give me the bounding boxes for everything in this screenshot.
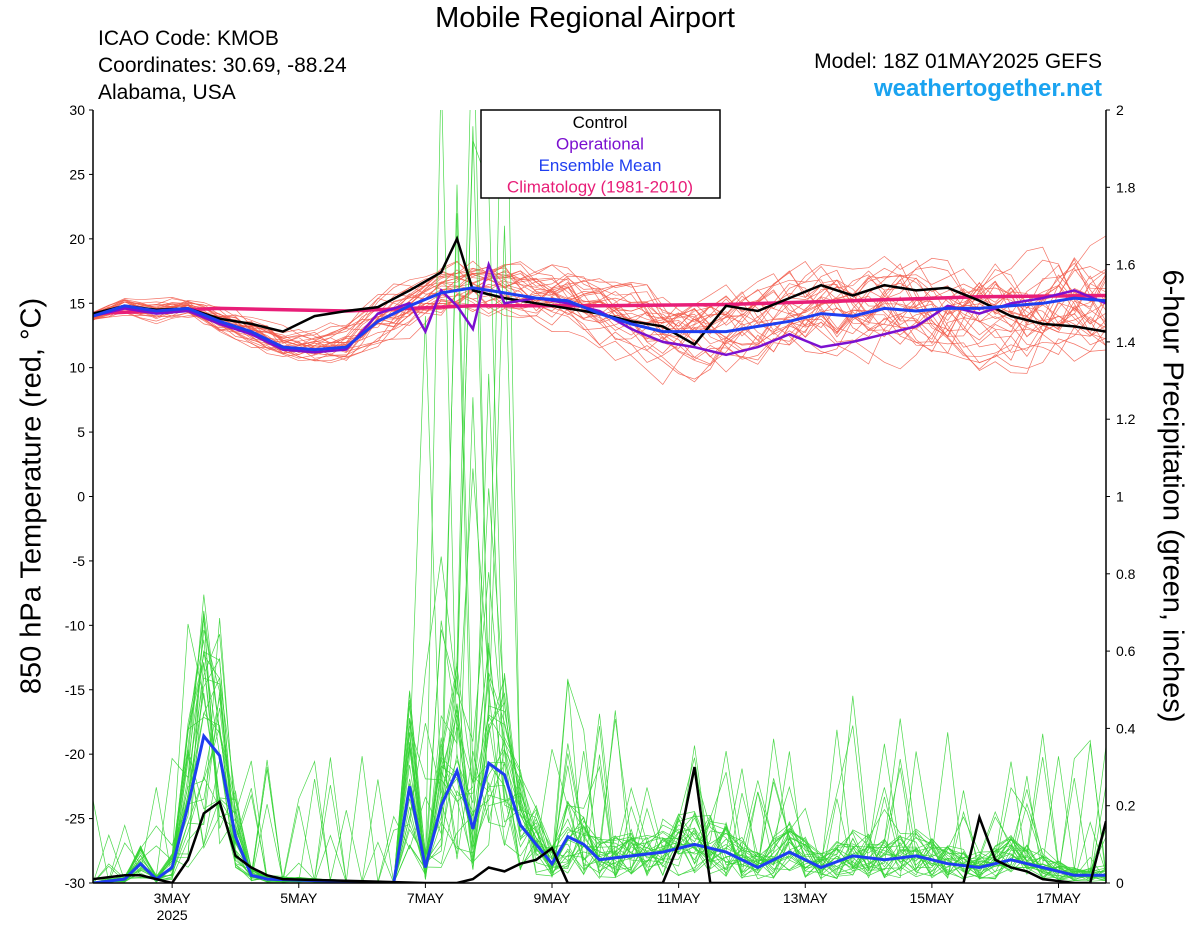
y-tick-label: -20	[65, 746, 85, 762]
y2-tick-label: 0.6	[1116, 643, 1136, 659]
x-tick-label: 7MAY	[407, 890, 445, 906]
site-link[interactable]: weathertogether.net	[873, 75, 1102, 102]
ensemble-precip-member	[93, 673, 1106, 883]
y2-tick-label: 0	[1116, 875, 1124, 891]
ensemble-precip-member	[93, 110, 1106, 883]
y-tick-label: 5	[77, 424, 85, 440]
y-tick-label: -5	[73, 553, 86, 569]
ensemble-temp-member	[93, 269, 1106, 356]
climatology-temp-line	[93, 293, 1106, 316]
x-tick-label: 9MAY	[533, 890, 571, 906]
ensemble-precip-member	[93, 126, 1106, 883]
legend-entry: Operational	[556, 135, 644, 154]
ensemble-temp-member	[93, 255, 1106, 367]
legend: Control Operational Ensemble Mean Climatolo…	[480, 109, 721, 199]
x-tick-label: 17MAY	[1036, 890, 1082, 906]
y2-tick-label: 0.8	[1116, 566, 1136, 582]
y2-tick-label: 1.4	[1116, 334, 1136, 350]
ensemble-precip-member	[93, 397, 1106, 883]
mean-precip-line	[93, 732, 1106, 883]
x-tick-sublabel: 2025	[157, 907, 188, 923]
ensemble-temp-member	[93, 257, 1106, 362]
legend-box	[480, 109, 721, 199]
mean-temp-line	[93, 286, 1106, 352]
y-tick-label: -30	[65, 875, 85, 891]
x-tick-label: 3MAY	[154, 890, 192, 906]
y2-tick-label: 0.2	[1116, 798, 1136, 814]
y-tick-label: 25	[69, 166, 85, 182]
control-temp-line	[93, 235, 1106, 347]
legend-entry: Climatology (1981-2010)	[507, 178, 693, 197]
icao-code: ICAO Code: KMOB	[98, 27, 279, 50]
series-layer	[93, 235, 1106, 883]
ensemble-precip-member	[93, 140, 1106, 883]
y-tick-label: 0	[77, 489, 85, 505]
y2-axis-label: 6-hour Precipitation (green, inches)	[1156, 269, 1189, 723]
ensemble-precip-member	[93, 714, 1106, 883]
ensemble-precip-member	[93, 620, 1106, 883]
ensemble-precip-member	[93, 373, 1106, 883]
region: Alabama, USA	[98, 81, 236, 104]
axes: 302520151050-5-10-15-20-25-3021.81.61.41…	[65, 102, 1136, 923]
ensemble-precip-member	[93, 316, 1106, 883]
ensemble-temp-member	[93, 259, 1106, 380]
chart-title: Mobile Regional Airport	[435, 2, 735, 34]
ensemble-precip-member	[93, 110, 1106, 883]
ensemble-precip-member	[93, 677, 1106, 883]
model-run: Model: 18Z 01MAY2025 GEFS	[814, 50, 1102, 73]
y-tick-label: -15	[65, 682, 85, 698]
x-tick-label: 15MAY	[909, 890, 955, 906]
x-tick-label: 13MAY	[783, 890, 829, 906]
y2-tick-label: 1	[1116, 489, 1124, 505]
y2-tick-label: 1.8	[1116, 179, 1136, 195]
x-tick-label: 5MAY	[280, 890, 318, 906]
y2-tick-label: 1.6	[1116, 257, 1136, 273]
y-tick-label: -10	[65, 617, 85, 633]
ensemble-precip-member	[93, 488, 1106, 883]
legend-entry: Control	[573, 113, 628, 132]
x-tick-label: 11MAY	[657, 890, 701, 906]
control-precip-line	[93, 766, 1106, 883]
y-tick-label: -25	[65, 811, 85, 827]
y-tick-label: 10	[69, 360, 85, 376]
y2-tick-label: 2	[1116, 102, 1124, 118]
legend-entry: Ensemble Mean	[539, 156, 662, 175]
y2-tick-label: 1.2	[1116, 411, 1136, 427]
ensemble-temp-member	[93, 266, 1106, 386]
y-tick-label: 20	[69, 231, 85, 247]
ensemble-precip-member	[93, 468, 1106, 883]
y-axis-label: 850 hPa Temperature (red, °C)	[15, 297, 48, 695]
y-tick-label: 15	[69, 295, 85, 311]
ensemble-temp-member	[93, 270, 1106, 363]
y2-tick-label: 0.4	[1116, 720, 1136, 736]
coordinates: Coordinates: 30.69, -88.24	[98, 54, 347, 77]
y-tick-label: 30	[69, 102, 85, 118]
